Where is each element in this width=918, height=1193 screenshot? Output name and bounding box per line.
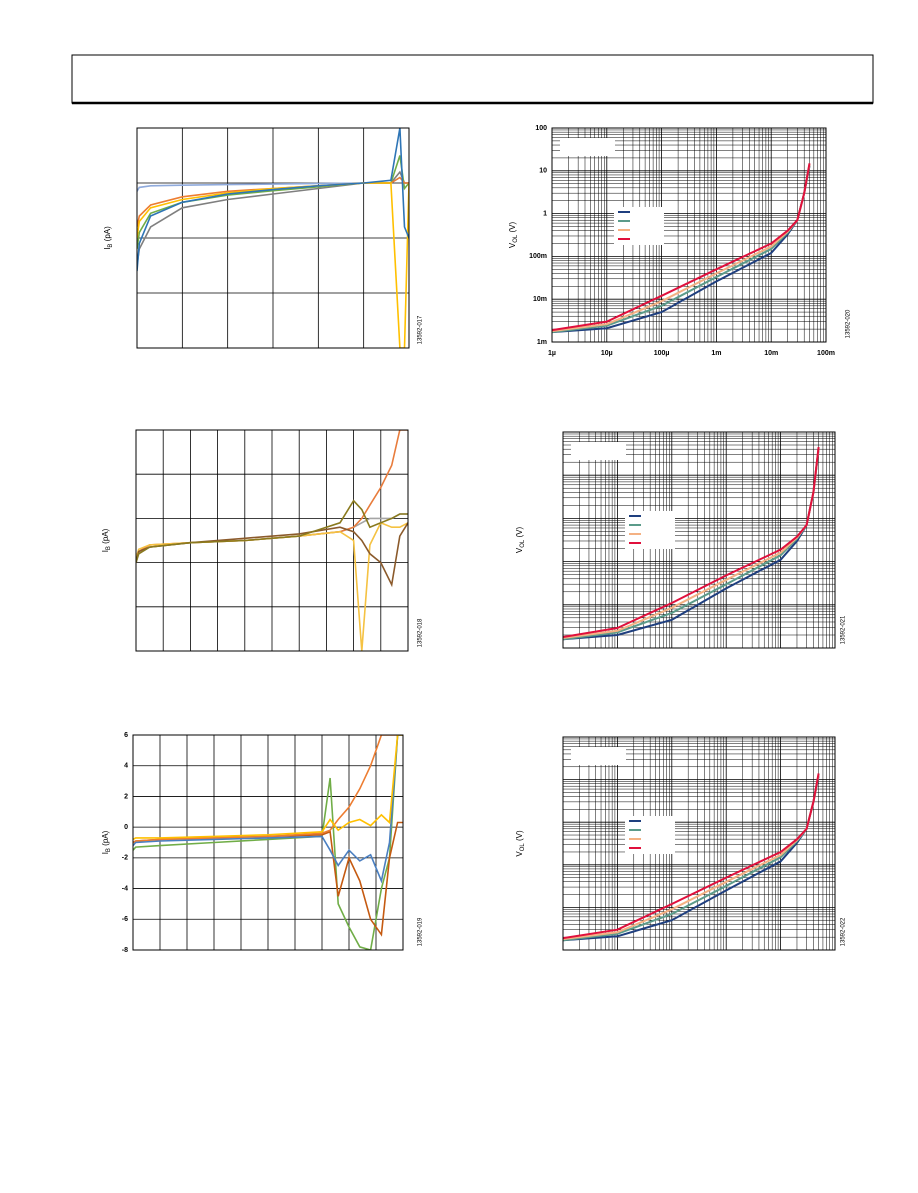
y-tick-label: -4 [122, 885, 128, 892]
y-tick-label: 10m [533, 296, 547, 303]
y-axis-label: VOL (V) [508, 222, 518, 249]
y-axis-label-part: V [515, 547, 524, 553]
y-axis-label-subscript: B [106, 848, 112, 852]
x-tick-label: 10µ [601, 350, 613, 357]
y-axis-label-part: I [101, 852, 110, 854]
y-axis-label-subscript: OL [520, 843, 526, 852]
legend-box [560, 138, 615, 156]
series-line [133, 735, 403, 841]
y-tick-label: 4 [124, 763, 128, 770]
y-tick-label: -2 [122, 855, 128, 862]
series-line [133, 735, 403, 950]
y-axis-label: IB (pA) [101, 528, 111, 552]
y-axis-label-part: I [103, 248, 112, 250]
chart: 1µ 10µ 100µ 1m 10m 100m 1m 10m 100m 1 10 100 VOL (V)… [508, 125, 851, 357]
y-tick-label: -6 [122, 916, 128, 923]
y-axis-label: VOL (V) [515, 527, 525, 554]
series-line [563, 773, 820, 940]
plot-frame [562, 736, 836, 951]
y-axis-label-part: (pA) [101, 830, 110, 848]
y-axis-label-part: (V) [515, 830, 524, 843]
plot-area [563, 737, 835, 950]
series-line [136, 499, 408, 563]
y-axis-label: VOL (V) [515, 830, 525, 857]
y-axis-label-subscript: OL [513, 234, 519, 243]
y-axis-label-part: I [101, 550, 110, 552]
y-tick-label: 6 [124, 732, 128, 739]
y-tick-label: 100 [535, 125, 547, 132]
y-axis-label-part: (V) [508, 222, 517, 235]
plot-frame [136, 127, 410, 349]
y-axis-label-subscript: B [106, 546, 112, 550]
series-line [563, 446, 820, 638]
y-axis-label-part: (V) [515, 527, 524, 540]
chart: VOL (V) 13592-022 [515, 736, 847, 951]
series-line [552, 163, 811, 332]
chart: 6 4 2 0 -2 -4 -6 -8 IB (pA) 13592-019 [101, 732, 423, 954]
chart: IB (pA) 13592-018 [101, 429, 424, 652]
y-tick-label: 10 [539, 168, 547, 175]
plot-frame [135, 429, 409, 652]
plot-area [552, 128, 826, 342]
y-axis-label-part: V [508, 242, 517, 248]
chart: VOL (V) 13592-021 [515, 431, 847, 649]
x-tick-label: 100µ [654, 350, 670, 357]
chart: IB (pA) 13592-017 [103, 127, 424, 349]
series-line [137, 170, 409, 266]
y-axis-label-subscript: OL [520, 539, 526, 548]
series-line [136, 521, 408, 651]
y-axis-label: IB (pA) [103, 226, 113, 250]
legend-box [571, 442, 626, 460]
y-tick-label: 1 [543, 210, 547, 217]
plot-area [563, 432, 835, 648]
plot-frame [132, 734, 404, 951]
y-tick-label: 2 [124, 793, 128, 800]
y-axis-label-part: (pA) [101, 528, 110, 546]
figure-id: 13592-021 [841, 615, 847, 644]
y-axis-label-part: (pA) [103, 226, 112, 244]
figure-id: 13592-019 [418, 917, 424, 946]
series-line [133, 735, 403, 844]
x-tick-label: 1m [711, 350, 721, 357]
y-tick-label: -8 [122, 947, 128, 954]
y-tick-label: 0 [124, 824, 128, 831]
y-axis-label-part: V [515, 851, 524, 857]
y-axis-label-subscript: B [108, 244, 114, 248]
y-axis-label: IB (pA) [101, 830, 111, 854]
x-tick-label: 1µ [548, 350, 556, 357]
series-line [133, 735, 403, 884]
x-tick-label: 100m [817, 350, 835, 357]
plot-frame [551, 127, 827, 343]
y-tick-label: 1m [537, 339, 547, 346]
x-tick-label: 10m [764, 350, 778, 357]
figure-id: 13592-017 [418, 315, 424, 344]
legend-box [571, 747, 626, 765]
y-tick-label: 100m [529, 253, 547, 260]
figure-id: 13592-022 [841, 917, 847, 946]
plot-frame [562, 431, 836, 649]
figure-id: 13592-020 [846, 309, 852, 338]
figure-id: 13592-018 [418, 618, 424, 647]
series-line [137, 128, 409, 272]
